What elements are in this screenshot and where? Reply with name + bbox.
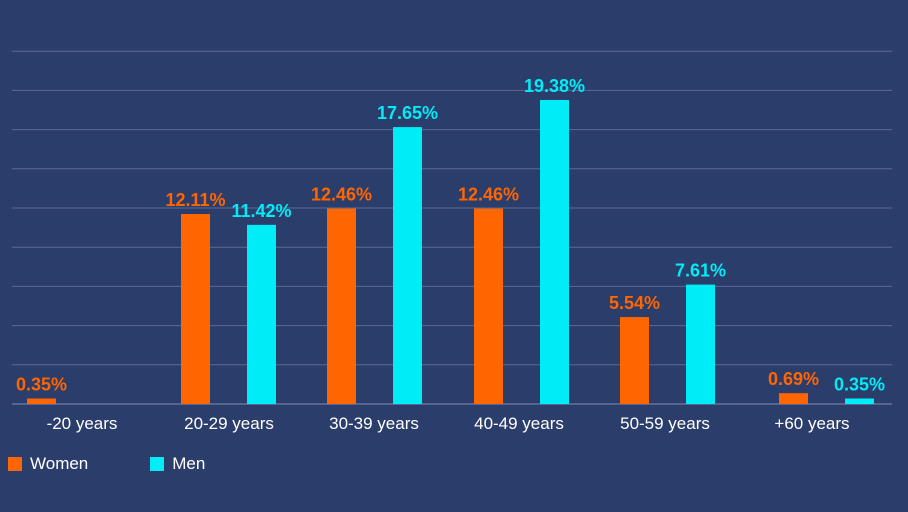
bar-women (181, 214, 210, 404)
data-label-men: 7.61% (675, 261, 726, 281)
bar-men (845, 398, 874, 404)
bar-men (686, 284, 715, 404)
bar-women (779, 393, 808, 404)
data-label-women: 5.54% (609, 293, 660, 313)
legend: Women Men (8, 454, 205, 474)
data-label-women: 0.35% (16, 375, 67, 395)
legend-label-women: Women (30, 454, 89, 473)
data-label-men: 11.42% (231, 201, 291, 221)
legend-swatch-men (150, 457, 165, 471)
bar-women (474, 208, 503, 404)
legend-item-men: Men (150, 454, 205, 474)
x-tick-label: 30-39 years (329, 414, 419, 433)
bar-women (27, 398, 56, 404)
bar-men (540, 99, 569, 404)
x-tick-label: -20 years (47, 414, 118, 433)
bar-women (620, 317, 649, 404)
x-tick-label: 40-49 years (474, 414, 564, 433)
data-label-women: 0.69% (768, 369, 819, 389)
bar-women (327, 208, 356, 404)
data-label-women: 12.46% (458, 185, 519, 205)
x-tick-label: 50-59 years (620, 414, 710, 433)
data-label-women: 12.11% (165, 190, 225, 210)
bar-men (247, 224, 276, 404)
data-label-men: 0.35% (834, 375, 885, 395)
legend-swatch-women (8, 457, 22, 471)
x-tick-label: 20-29 years (184, 414, 274, 433)
legend-item-women: Women (8, 454, 88, 474)
legend-label-men: Men (172, 454, 206, 473)
data-label-men: 17.65% (377, 103, 438, 123)
data-label-men: 19.38% (524, 76, 585, 96)
x-tick-label: +60 years (774, 414, 849, 433)
data-label-women: 12.46% (311, 185, 372, 205)
bar-men (393, 127, 422, 404)
